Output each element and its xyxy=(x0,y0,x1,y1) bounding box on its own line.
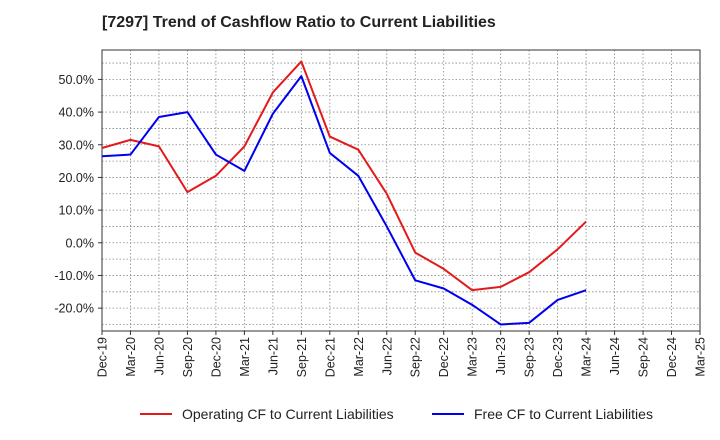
y-tick-label: 10.0% xyxy=(59,204,94,218)
y-tick-label: 40.0% xyxy=(59,106,94,120)
y-tick-label: -20.0% xyxy=(54,302,94,316)
x-tick-label: Jun-21 xyxy=(266,337,280,375)
x-tick-label: Mar-24 xyxy=(580,337,594,377)
x-tick-label: Dec-20 xyxy=(209,337,223,377)
y-tick-label: -10.0% xyxy=(54,269,94,283)
y-tick-label: 30.0% xyxy=(59,138,94,152)
x-tick-label: Jun-23 xyxy=(494,337,508,375)
legend-label-1: Free CF to Current Liabilities xyxy=(474,406,653,422)
x-tick-label: Dec-19 xyxy=(96,337,110,377)
series-line-1 xyxy=(101,75,587,326)
x-tick-label: Dec-23 xyxy=(551,337,565,377)
x-tick-label: Sep-24 xyxy=(637,337,651,377)
series-line-0 xyxy=(101,60,587,292)
x-tick-label: Sep-21 xyxy=(295,337,309,377)
x-tick-label: Sep-23 xyxy=(523,337,537,377)
x-tick-label: Mar-23 xyxy=(466,337,480,377)
x-tick-label: Mar-25 xyxy=(694,337,708,377)
plot-border xyxy=(101,49,701,332)
x-tick-label: Jun-24 xyxy=(608,337,622,375)
y-tick-label: 50.0% xyxy=(59,73,94,87)
y-tick-label: 0.0% xyxy=(66,236,95,250)
x-tick-label: Jun-20 xyxy=(152,337,166,375)
legend-label-0: Operating CF to Current Liabilities xyxy=(182,406,394,422)
x-tick-label: Dec-21 xyxy=(323,337,337,377)
x-tick-label: Mar-20 xyxy=(124,337,138,377)
plot-area xyxy=(102,50,700,331)
x-tick-label: Dec-22 xyxy=(437,337,451,377)
x-tick-label: Dec-24 xyxy=(665,337,679,377)
y-tick-label: 20.0% xyxy=(59,171,94,185)
x-tick-label: Mar-21 xyxy=(238,337,252,377)
chart-title: [7297] Trend of Cashflow Ratio to Curren… xyxy=(102,14,496,31)
x-tick-label: Sep-22 xyxy=(409,337,423,377)
x-tick-label: Sep-20 xyxy=(181,337,195,377)
x-tick-label: Mar-22 xyxy=(352,337,366,377)
x-tick-label: Jun-22 xyxy=(380,337,394,375)
